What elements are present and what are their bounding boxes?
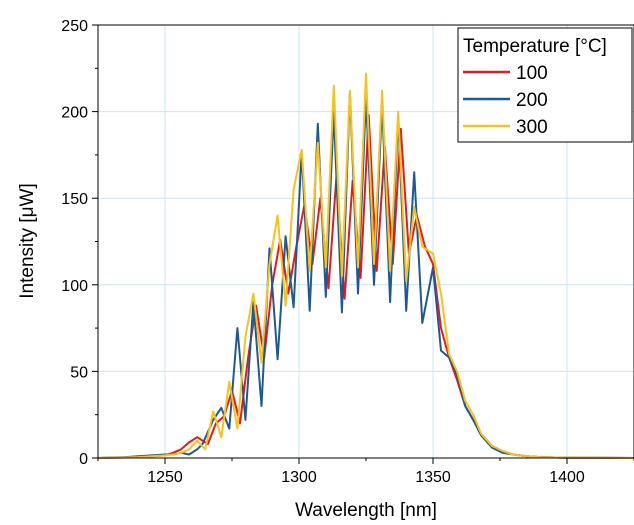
legend: Temperature [°C] 100 200 300 bbox=[457, 27, 633, 143]
x-axis-label: Wavelength [nm] bbox=[295, 500, 437, 521]
axis-ticks: 1250 1300 1350 1400 0 50 100 150 200 250 bbox=[61, 18, 634, 486]
legend-label-200: 200 bbox=[516, 90, 548, 111]
legend-entries: 100 200 300 bbox=[463, 63, 548, 138]
legend-label-100: 100 bbox=[516, 63, 548, 84]
y-tick-label: 0 bbox=[79, 451, 88, 468]
y-tick-label: 200 bbox=[61, 105, 88, 122]
x-tick-label: 1350 bbox=[415, 469, 451, 486]
x-tick-label: 1400 bbox=[549, 469, 585, 486]
series-layer bbox=[97, 72, 634, 459]
series-line-100 bbox=[97, 114, 634, 459]
y-tick-label: 100 bbox=[61, 278, 88, 295]
legend-box bbox=[457, 27, 633, 143]
y-axis-label: Intensity [μW] bbox=[17, 183, 38, 298]
x-tick-label: 1300 bbox=[281, 469, 317, 486]
y-tick-label: 50 bbox=[70, 364, 88, 381]
series-line-300 bbox=[97, 72, 634, 459]
y-tick-label: 250 bbox=[61, 18, 88, 35]
legend-label-300: 300 bbox=[516, 117, 548, 138]
y-tick-label: 150 bbox=[61, 191, 88, 208]
x-tick-label: 1250 bbox=[147, 469, 183, 486]
legend-title: Temperature [°C] bbox=[463, 36, 607, 57]
series-line-200 bbox=[97, 91, 634, 459]
